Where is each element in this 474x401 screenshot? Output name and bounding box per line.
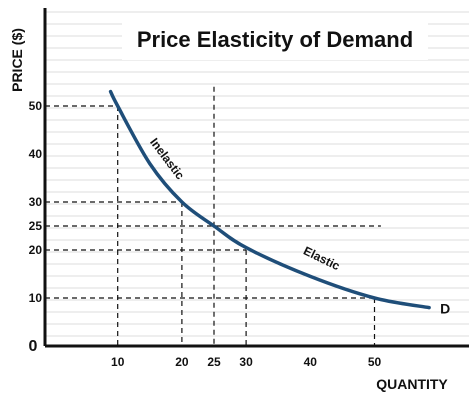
x-tick-label: 30 xyxy=(239,355,253,369)
grid xyxy=(45,11,469,337)
demand-curve-label: D xyxy=(440,301,450,317)
axes xyxy=(43,8,469,348)
y-tick-label: 20 xyxy=(29,243,43,257)
y-tick-label: 10 xyxy=(29,291,43,305)
tick-labels: 10 20 25 30 40 50 10 20 25 30 40 50 xyxy=(29,99,382,369)
title-box xyxy=(122,20,428,60)
x-tick-label: 40 xyxy=(304,355,318,369)
x-tick-label: 25 xyxy=(207,355,221,369)
y-tick-label: 50 xyxy=(29,99,43,113)
chart-title: Price Elasticity of Demand xyxy=(137,27,413,52)
y-tick-label: 40 xyxy=(29,147,43,161)
series: D xyxy=(108,89,450,317)
origin-label: 0 xyxy=(29,338,38,355)
guide-lines xyxy=(45,86,381,346)
x-tick-label: 50 xyxy=(368,355,382,369)
x-axis-title: QUANTITY xyxy=(376,376,448,392)
y-axis-title: PRICE ($) xyxy=(9,28,25,92)
demand-curve xyxy=(108,89,431,310)
x-tick-label: 10 xyxy=(111,355,125,369)
y-tick-label: 25 xyxy=(29,219,43,233)
y-tick-label: 30 xyxy=(29,195,43,209)
x-tick-label: 20 xyxy=(175,355,189,369)
